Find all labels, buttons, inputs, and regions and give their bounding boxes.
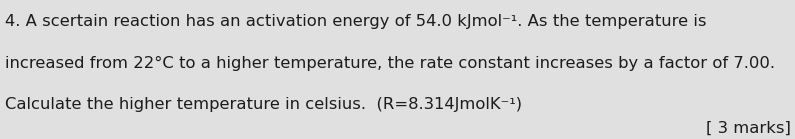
Text: [ 3 marks]: [ 3 marks]: [706, 121, 791, 136]
Text: increased from 22°C to a higher temperature, the rate constant increases by a fa: increased from 22°C to a higher temperat…: [5, 56, 775, 71]
Text: Calculate the higher temperature in celsius.  (R=8.314JmolK⁻¹): Calculate the higher temperature in cels…: [5, 97, 522, 112]
Text: 4. A scertain reaction has an activation energy of 54.0 kJmol⁻¹. As the temperat: 4. A scertain reaction has an activation…: [5, 14, 706, 29]
